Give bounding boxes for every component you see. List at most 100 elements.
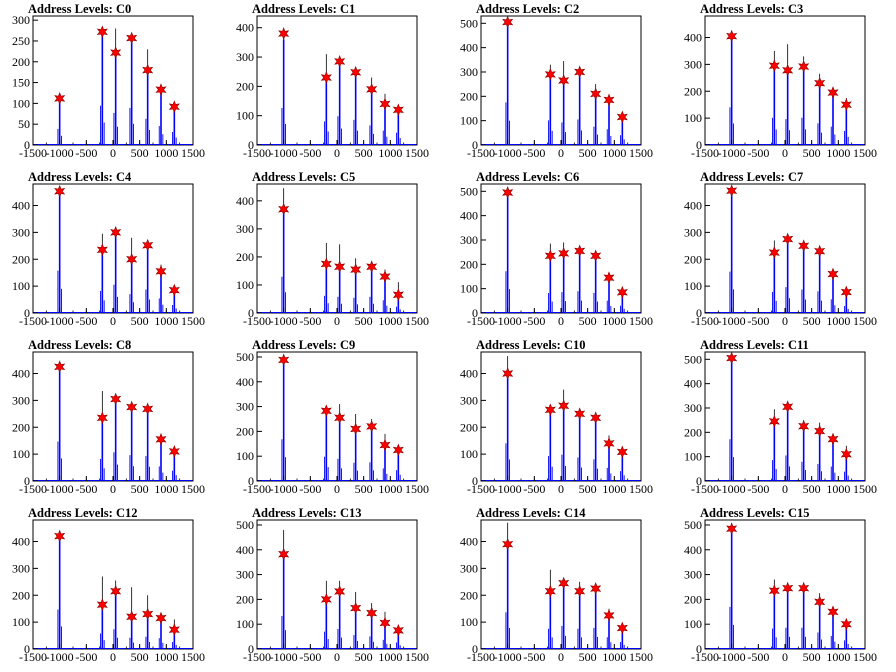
y-tick-label: 0 [24, 138, 30, 152]
peak-bar [354, 609, 357, 649]
peak-marker [574, 65, 586, 79]
histogram-peak [324, 580, 329, 649]
peak-shoulder-right [285, 292, 286, 313]
peak-bar [338, 266, 341, 313]
y-tick-label: 100 [684, 450, 702, 464]
x-tick-label: -1000 [494, 650, 522, 664]
x-tick-label: 1000 [602, 146, 626, 160]
peak-bar [58, 99, 61, 145]
histogram-peak [801, 241, 806, 313]
peak-marker [544, 584, 556, 598]
histogram-peak [785, 585, 790, 649]
x-tick-label: 500 [803, 482, 821, 496]
x-tick-label: 500 [803, 146, 821, 160]
y-tick-label: 100 [236, 449, 254, 463]
peak-shoulder-right [834, 641, 836, 649]
peak-bar [621, 292, 624, 313]
peak-marker [168, 623, 180, 637]
y-tick-label: 400 [460, 367, 478, 381]
y-tick-label: 100 [236, 617, 254, 631]
peak-shoulder-right [509, 120, 510, 145]
peak-marker [334, 260, 346, 274]
peak-bar [818, 83, 821, 145]
peak-shoulder-left [620, 641, 622, 649]
peak-marker [798, 419, 810, 433]
peak-bar [786, 239, 789, 313]
y-tick-label: 200 [236, 424, 254, 438]
y-tick-label: 300 [12, 561, 30, 575]
x-tick-label: 1500 [181, 314, 205, 328]
peak-bar [173, 290, 176, 313]
peak-bar [101, 604, 104, 649]
peak-bar [832, 92, 834, 145]
x-tick-label: -500 [523, 482, 545, 496]
peak-shoulder-left [353, 119, 355, 145]
x-tick-label: 1000 [602, 314, 626, 328]
x-tick-label: -1500 [19, 314, 47, 328]
peak-bar [146, 409, 149, 481]
peak-shoulder-right [847, 475, 849, 481]
x-tick-label: 500 [355, 650, 373, 664]
peak-bar [325, 77, 328, 145]
x-tick-label: -500 [299, 146, 321, 160]
histogram-peak [337, 244, 342, 313]
peak-shoulder-left [830, 635, 832, 649]
x-tick-label: 500 [803, 650, 821, 664]
peak-shoulder-right [805, 129, 806, 145]
peak-bar [282, 39, 285, 145]
peak-bar [173, 451, 176, 481]
peak-shoulder-left [505, 612, 507, 649]
y-tick-label: 400 [236, 21, 254, 35]
peak-bar [549, 409, 552, 481]
peak-shoulder-left [172, 641, 174, 649]
peak-bar [562, 583, 565, 649]
peak-marker [827, 432, 839, 446]
y-tick-label: 400 [460, 535, 478, 549]
chart-panel-c0: Address Levels: C0 0 50 100 150 200 250 300 -150… [0, 0, 224, 168]
histogram-peak [57, 362, 62, 481]
y-tick-label: 400 [684, 199, 702, 213]
peak-bar [594, 255, 597, 313]
y-tick-label: 200 [684, 84, 702, 98]
peak-bar [384, 445, 386, 481]
y-tick-label: 400 [460, 209, 478, 223]
chart-svg-c4: Address Levels: C4 0 100 200 300 400 -1500-100… [12, 170, 205, 328]
peak-shoulder-left [172, 131, 174, 145]
chart-title: Address Levels: C3 [700, 2, 803, 16]
peak-marker [142, 402, 154, 416]
peak-bar [786, 71, 789, 145]
chart-panel-c14: Address Levels: C14 0 100 200 300 400 -1500 -10… [448, 504, 672, 672]
peak-marker [350, 263, 362, 276]
peak-shoulder-right [551, 130, 553, 145]
peak-shoulder-left [620, 135, 622, 145]
x-tick-label: -1000 [718, 146, 746, 160]
y-tick-label: 0 [696, 642, 702, 656]
x-tick-label: 1500 [405, 146, 429, 160]
y-tick-label: 0 [472, 642, 478, 656]
x-tick-label: -500 [747, 650, 769, 664]
peak-shoulder-left [129, 294, 131, 313]
peak-bar [832, 439, 834, 481]
histogram-peak [577, 249, 582, 313]
chart-svg-c11: Address Levels: C11 0 100 200 300 400 500 -1500… [684, 338, 877, 496]
peak-shoulder-left [830, 466, 832, 481]
peak-shoulder-left [830, 126, 832, 145]
y-tick-label: 100 [684, 111, 702, 125]
peak-shoulder-right [565, 635, 566, 649]
histogram-peak [324, 54, 329, 145]
x-tick-label: -500 [747, 146, 769, 160]
histogram-peak [561, 580, 566, 649]
chart-svg-c10: Address Levels: C10 0 100 200 300 400 -1500-10… [460, 338, 653, 496]
peak-marker [782, 63, 794, 77]
peak-marker [379, 616, 391, 630]
histogram-peak [324, 242, 329, 313]
peak-bar [773, 67, 776, 145]
chart-title: Address Levels: C4 [28, 170, 132, 184]
peak-shoulder-left [577, 457, 579, 481]
peak-marker [726, 29, 738, 43]
x-tick-label: 1000 [154, 146, 178, 160]
peak-shoulder-left [561, 292, 563, 313]
peak-shoulder-right [103, 300, 105, 313]
peak-shoulder-left [785, 287, 787, 313]
x-tick-label: 1000 [826, 146, 850, 160]
